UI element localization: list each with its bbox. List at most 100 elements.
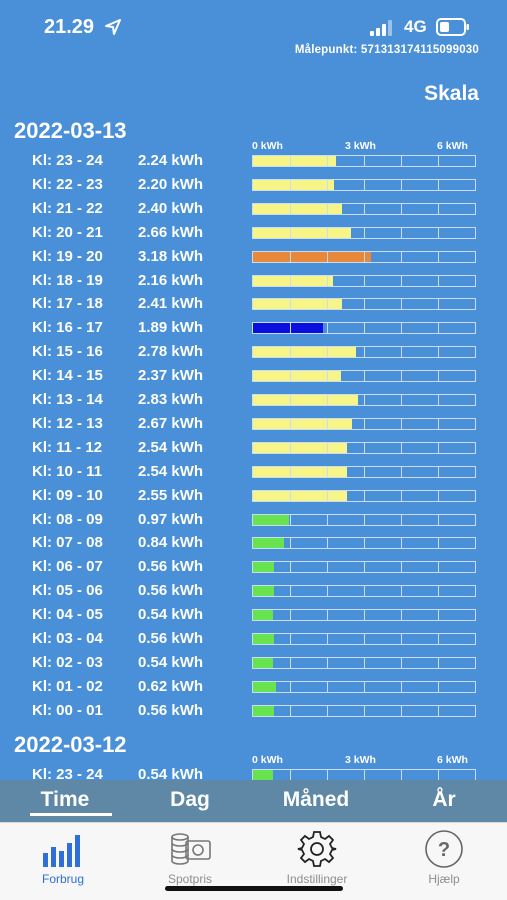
hour-label: Kl: 19 - 20: [32, 247, 103, 265]
bar-segment-divider: [327, 634, 328, 644]
bar-segment-divider: [401, 179, 402, 190]
bar-chart-icon: [43, 835, 80, 867]
hour-row[interactable]: Kl: 00 - 01 0.56 kWh: [0, 700, 507, 724]
bar-segment-divider: [401, 275, 402, 286]
hour-row[interactable]: Kl: 16 - 17 1.89 kWh: [0, 317, 507, 341]
bar-segment-divider: [438, 562, 439, 573]
hour-row[interactable]: Kl: 11 - 12 2.54 kWh: [0, 437, 507, 461]
bar-segment-divider: [364, 347, 365, 358]
usage-bar-track: [252, 609, 476, 622]
hour-row[interactable]: Kl: 21 - 22 2.40 kWh: [0, 198, 507, 222]
consumption-list[interactable]: 2022-03-13 0 kWh 3 kWh 6 kWh Kl: 23 - 24 2.24…: [0, 118, 507, 780]
kwh-value: 0.54 kWh: [138, 653, 204, 671]
bar-segment-divider: [438, 538, 439, 549]
bar-segment-divider: [364, 634, 365, 644]
usage-bar-track: [252, 155, 476, 167]
bar-segment-divider: [401, 442, 402, 453]
hour-label: Kl: 20 - 21: [32, 223, 103, 241]
scale-button[interactable]: Skala: [424, 82, 479, 105]
kwh-value: 2.55 kWh: [138, 486, 204, 504]
hour-label: Kl: 22 - 23: [32, 175, 103, 193]
bar-segment-divider: [364, 490, 365, 501]
period-tab-måned[interactable]: Måned: [282, 788, 350, 811]
bar-segment-divider: [438, 681, 439, 692]
bar-segment-divider: [327, 610, 328, 621]
period-tab-år[interactable]: År: [432, 788, 456, 811]
bar-segment-divider: [327, 179, 328, 190]
bar-segment-divider: [327, 442, 328, 453]
hour-label: Kl: 02 - 03: [32, 653, 103, 671]
bar-segment-divider: [364, 395, 365, 405]
usage-bar-track: [252, 226, 476, 239]
bar-segment-divider: [327, 562, 328, 573]
hour-row[interactable]: Kl: 17 - 18 2.41 kWh: [0, 293, 507, 317]
kwh-value: 2.40 kWh: [138, 199, 204, 217]
bar-segment-divider: [438, 227, 439, 238]
hour-label: Kl: 05 - 06: [32, 582, 103, 600]
hour-row[interactable]: Kl: 06 - 07 0.56 kWh: [0, 556, 507, 580]
hour-row[interactable]: Kl: 19 - 20 3.18 kWh: [0, 246, 507, 270]
hour-row[interactable]: Kl: 15 - 16 2.78 kWh: [0, 341, 507, 365]
bar-segment-divider: [438, 275, 439, 286]
bar-segment-divider: [290, 442, 291, 453]
bar-segment-divider: [290, 466, 291, 477]
period-tab-dag[interactable]: Dag: [170, 788, 210, 811]
bar-segment-divider: [401, 562, 402, 573]
usage-bar-fill: [253, 657, 273, 668]
hour-row[interactable]: Kl: 23 - 24 0.54 kWh: [0, 764, 507, 780]
kwh-value: 0.54 kWh: [138, 606, 204, 624]
bar-segment-divider: [401, 705, 402, 716]
hour-row[interactable]: Kl: 07 - 08 0.84 kWh: [0, 532, 507, 556]
bar-segment-divider: [327, 299, 328, 310]
hour-row[interactable]: Kl: 13 - 14 2.83 kWh: [0, 389, 507, 413]
hour-row[interactable]: Kl: 22 - 23 2.20 kWh: [0, 174, 507, 198]
tab-indstillinger[interactable]: Indstillinger: [262, 829, 372, 886]
usage-bar-fill: [253, 610, 273, 621]
bar-segment-divider: [364, 705, 365, 716]
hour-row[interactable]: Kl: 20 - 21 2.66 kWh: [0, 222, 507, 246]
hour-row[interactable]: Kl: 05 - 06 0.56 kWh: [0, 580, 507, 604]
hour-row[interactable]: Kl: 08 - 09 0.97 kWh: [0, 509, 507, 533]
metering-point-label: Målepunkt: 571313174115099030: [294, 44, 479, 56]
tab-label-hjaelp: Hjælp: [428, 872, 460, 886]
kwh-value: 0.62 kWh: [138, 677, 204, 695]
bar-segment-divider: [364, 299, 365, 310]
kwh-value: 2.37 kWh: [138, 367, 204, 385]
bar-segment-divider: [327, 251, 328, 262]
bar-segment-divider: [438, 586, 439, 597]
hour-row[interactable]: Kl: 10 - 11 2.54 kWh: [0, 461, 507, 485]
hour-row[interactable]: Kl: 04 - 05 0.54 kWh: [0, 604, 507, 628]
bar-segment-divider: [364, 442, 365, 453]
kwh-value: 0.54 kWh: [138, 765, 204, 780]
usage-bar-fill: [253, 586, 274, 597]
hour-row[interactable]: Kl: 14 - 15 2.37 kWh: [0, 365, 507, 389]
hour-label: Kl: 23 - 24: [32, 765, 103, 780]
hour-row[interactable]: Kl: 23 - 24 2.24 kWh: [0, 150, 507, 174]
tab-spotpris[interactable]: Spotpris: [135, 829, 245, 886]
bar-segment-divider: [327, 203, 328, 214]
bar-segment-divider: [401, 251, 402, 262]
hour-row[interactable]: Kl: 02 - 03 0.54 kWh: [0, 652, 507, 676]
hour-row[interactable]: Kl: 09 - 10 2.55 kWh: [0, 485, 507, 509]
kwh-value: 2.67 kWh: [138, 414, 204, 432]
period-tab-time[interactable]: Time: [40, 788, 90, 811]
usage-bar-fill: [253, 179, 335, 190]
bar-segment-divider: [327, 418, 328, 429]
hour-row[interactable]: Kl: 01 - 02 0.62 kWh: [0, 676, 507, 700]
usage-bar-track: [252, 202, 476, 215]
bar-segment-divider: [401, 634, 402, 644]
usage-bar-fill: [253, 705, 274, 716]
hour-row[interactable]: Kl: 12 - 13 2.67 kWh: [0, 413, 507, 437]
network-type: 4G: [404, 17, 427, 36]
hour-row[interactable]: Kl: 03 - 04 0.56 kWh: [0, 628, 507, 652]
kwh-value: 0.56 kWh: [138, 701, 204, 719]
usage-bar-track: [252, 346, 476, 359]
scale-tick-label: 6 kWh: [437, 753, 468, 766]
hour-label: Kl: 13 - 14: [32, 391, 103, 408]
hour-row[interactable]: Kl: 18 - 19 2.16 kWh: [0, 270, 507, 294]
tab-forbrug[interactable]: Forbrug: [8, 829, 118, 886]
usage-bar-fill: [253, 562, 274, 573]
bar-segment-divider: [438, 299, 439, 310]
tab-hjaelp[interactable]: ? Hjælp: [389, 829, 499, 886]
bar-segment-divider: [327, 347, 328, 358]
